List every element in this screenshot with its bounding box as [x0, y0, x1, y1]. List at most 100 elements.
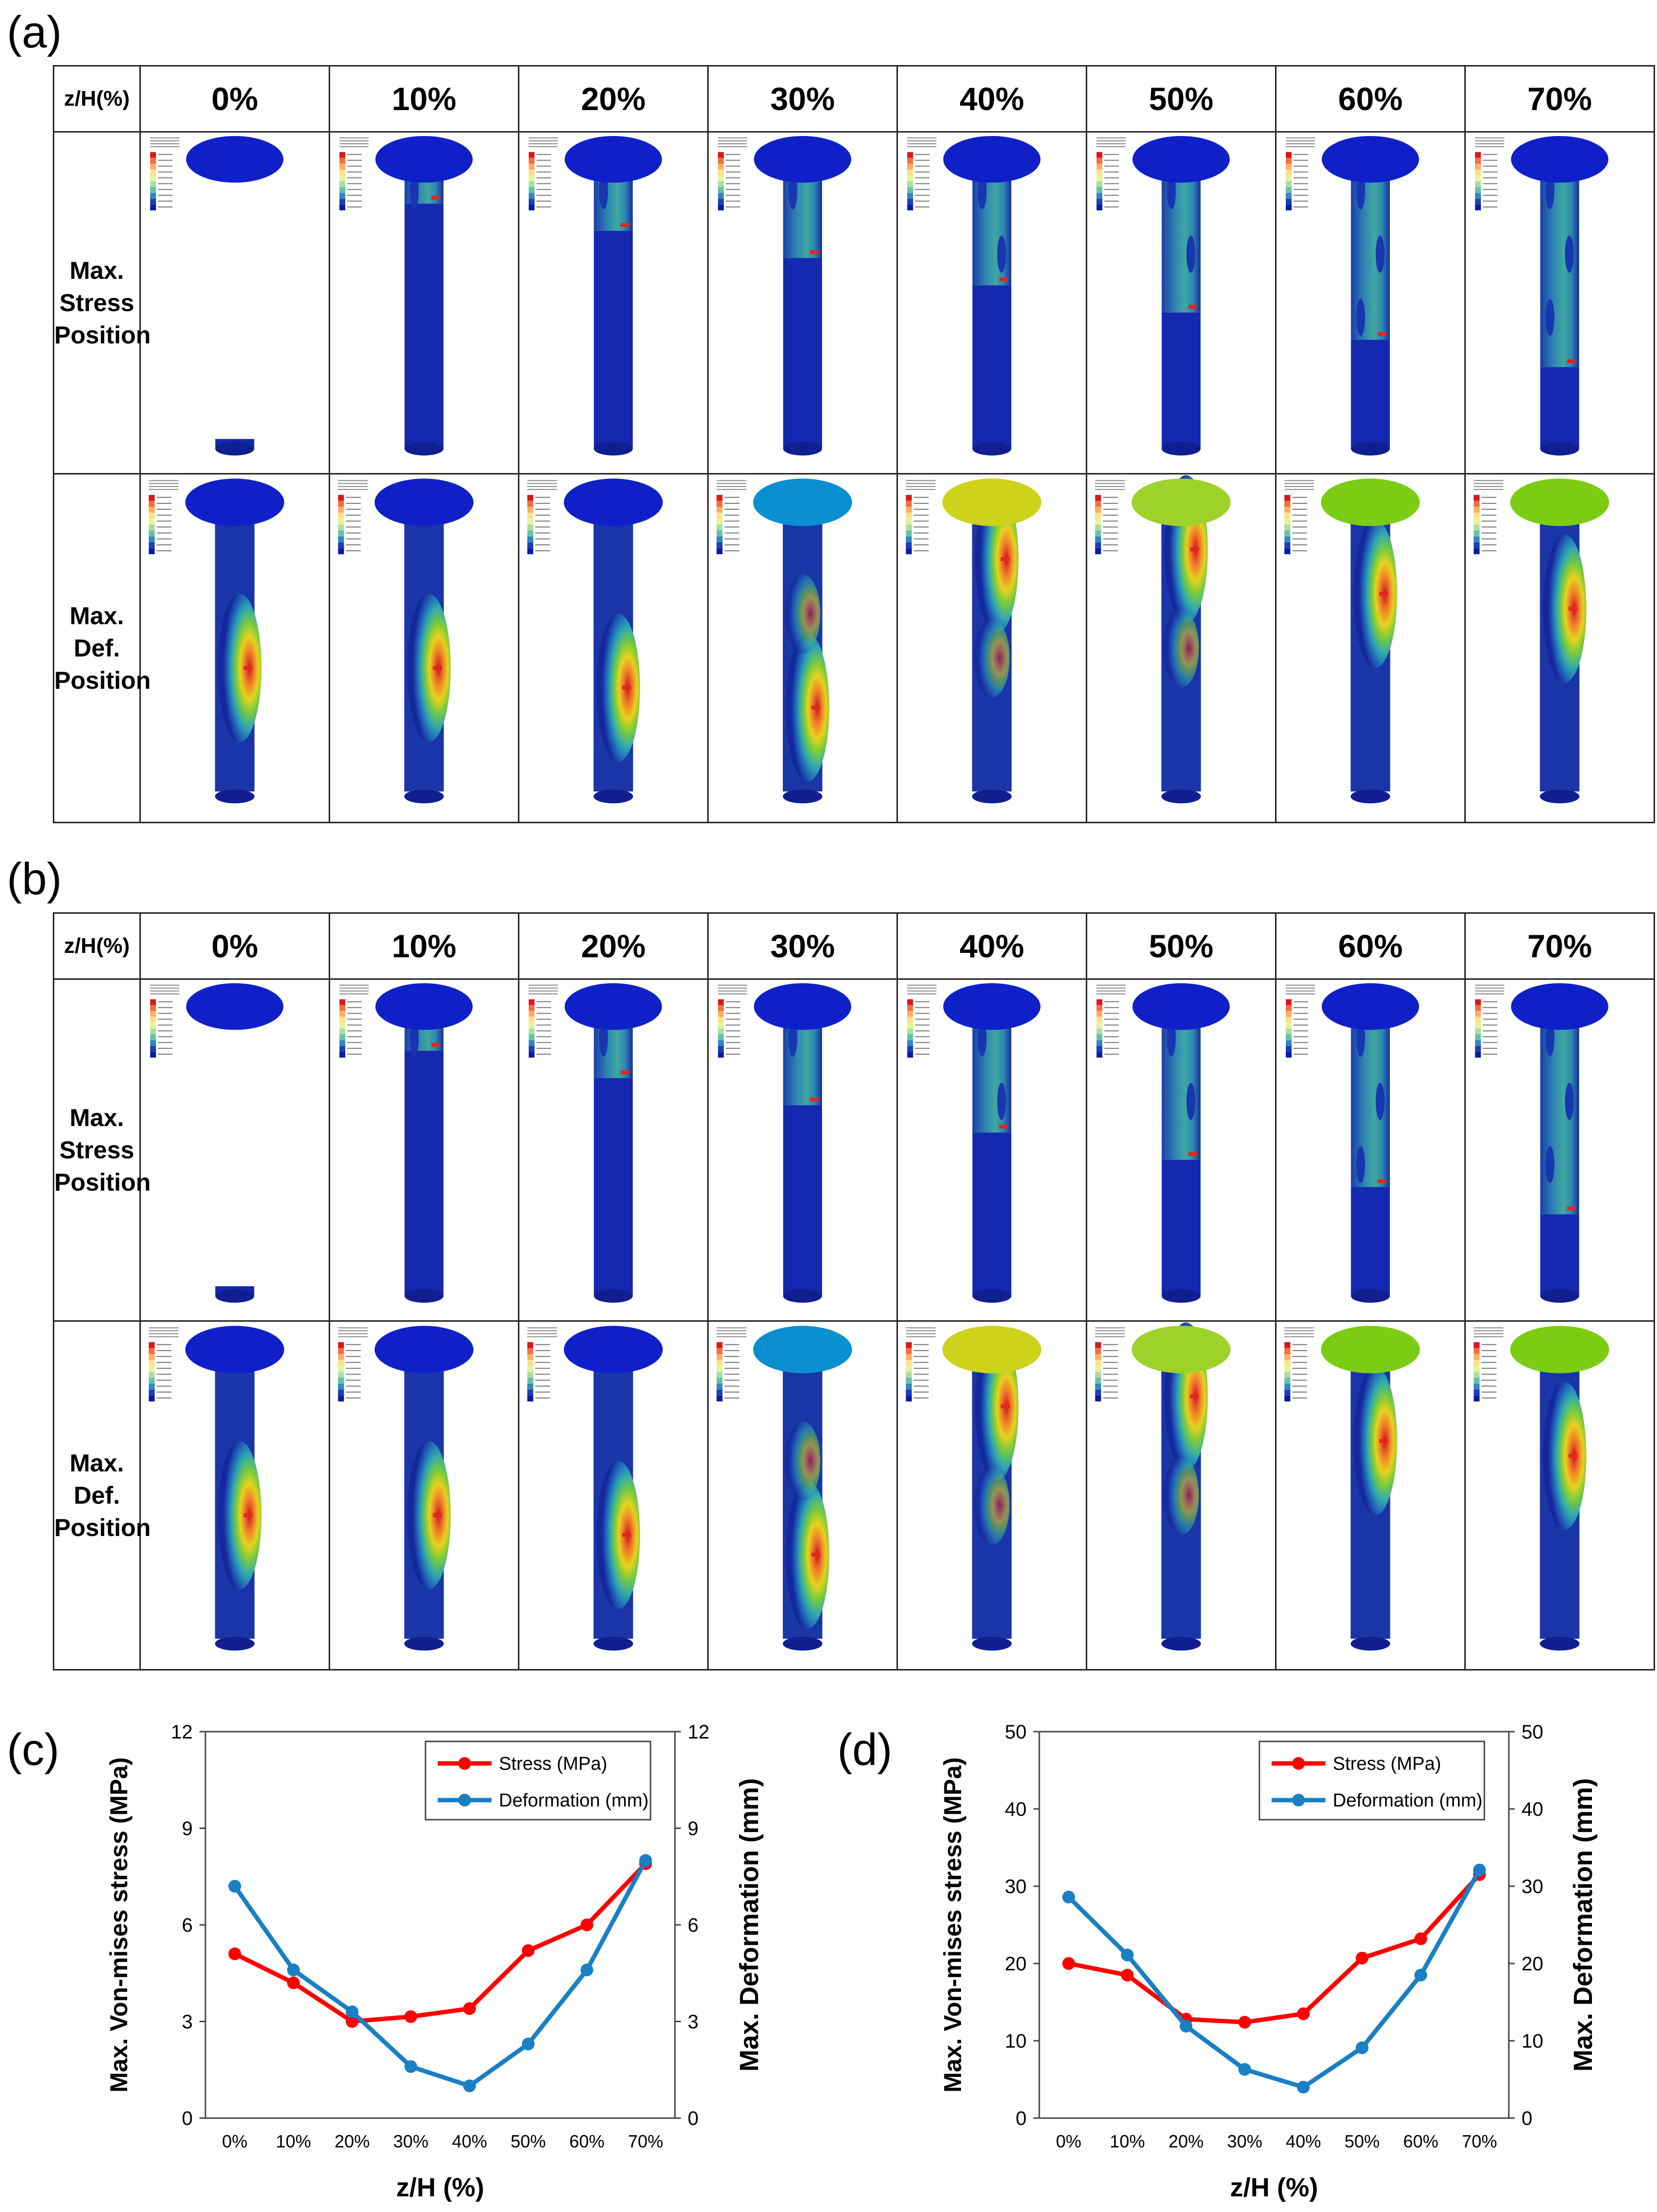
- legend-swatch: [1095, 1383, 1101, 1390]
- legend-swatch: [717, 1046, 724, 1052]
- legend-value-line: [1104, 1036, 1119, 1038]
- legend-value-line: [1293, 183, 1308, 184]
- contour-spot: [997, 1083, 1006, 1120]
- legend-value-line: [1482, 1036, 1498, 1038]
- legend-value-line: [1482, 165, 1498, 167]
- legend-value-line: [1103, 1356, 1118, 1357]
- top-cap: [1131, 1326, 1231, 1374]
- legend-swatch: [906, 1389, 912, 1396]
- legend-swatch: [1096, 1022, 1102, 1029]
- legend-value-line: [1292, 532, 1307, 534]
- legend-value-line: [346, 1362, 361, 1363]
- legend-value-line: [724, 532, 739, 534]
- legend-caption-line: [528, 990, 558, 992]
- legend-swatch: [907, 169, 913, 176]
- legend-value-line: [1293, 154, 1308, 155]
- data-point-deformation: [1238, 2063, 1251, 2076]
- legend-swatch: [528, 1022, 535, 1029]
- legend-value-line: [1292, 502, 1307, 504]
- legend-value-line: [1482, 1024, 1498, 1026]
- legend-value-line: [346, 1391, 361, 1393]
- legend-value-line: [914, 502, 929, 504]
- legend-swatch: [907, 1005, 913, 1011]
- legend-swatch: [717, 1354, 723, 1360]
- legend-swatch: [1285, 193, 1292, 199]
- y-axis-title-left: Max. Von-mises stress (MPa): [105, 1757, 133, 2092]
- legend-swatch: [1284, 1342, 1291, 1348]
- legend-swatch: [907, 204, 913, 211]
- max-def-marker: [244, 666, 253, 670]
- legend-swatch: [339, 1046, 345, 1052]
- legend-swatch: [149, 506, 155, 513]
- legend-swatch: [717, 1372, 723, 1378]
- legend-swatch: [339, 1005, 345, 1011]
- legend-swatch: [1474, 1377, 1480, 1384]
- legend-value-line: [535, 532, 550, 534]
- max-stress-marker: [1567, 359, 1576, 363]
- legend-value-line: [915, 195, 930, 196]
- legend-value-line: [535, 502, 550, 504]
- legend-swatch: [150, 1046, 156, 1052]
- top-cap: [564, 135, 662, 183]
- legend-value-line: [1293, 1042, 1308, 1043]
- shaft-bottom: [783, 790, 823, 804]
- legend-swatch: [149, 1389, 155, 1396]
- x-tick-label: 30%: [393, 2131, 428, 2151]
- legend-swatch: [338, 548, 344, 554]
- legend-caption-line: [907, 146, 937, 147]
- legend-swatch: [150, 158, 156, 164]
- legend-swatch: [1285, 199, 1292, 205]
- shaft-bottom: [215, 790, 255, 804]
- data-point-stress: [287, 1976, 300, 1989]
- legend-caption-line: [717, 1330, 746, 1332]
- legend-swatch: [717, 1377, 723, 1384]
- top-cap: [1321, 1326, 1420, 1374]
- col-header: 60%: [1275, 65, 1466, 133]
- max-def-marker: [1568, 1454, 1578, 1458]
- legend-value-line: [1293, 1018, 1308, 1020]
- legend-caption-line: [1284, 1330, 1314, 1332]
- legend-swatch: [906, 530, 912, 537]
- simulation-grid-a: z/H(%) 0% 10% 20% 30% 40% 50% 60% 70% Ma…: [53, 65, 1655, 823]
- legend-swatch: [1284, 1354, 1291, 1360]
- legend-caption-line: [717, 993, 747, 994]
- legend-swatch: [338, 1342, 344, 1348]
- legend-value-line: [535, 1356, 550, 1357]
- row-label-def: Max. Def. Position: [53, 473, 151, 823]
- legend-swatch: [1474, 1360, 1480, 1366]
- legend-value-line: [346, 526, 361, 528]
- legend-swatch: [717, 1034, 724, 1040]
- contour-plot: [1284, 1326, 1420, 1651]
- max-stress-marker: [999, 1125, 1008, 1129]
- contour-plot: [1475, 135, 1609, 456]
- legend-value-line: [915, 1007, 930, 1008]
- legend-swatch: [1474, 519, 1480, 525]
- legend-value-line: [914, 1362, 929, 1363]
- legend-swatch: [527, 536, 534, 542]
- legend-value-line: [1104, 1054, 1119, 1055]
- legend-caption-line: [717, 486, 746, 487]
- legend-value-line: [1481, 1374, 1497, 1375]
- shaft-bottom: [783, 1289, 822, 1303]
- shaft-stressed: [1540, 171, 1579, 367]
- col-header: 40%: [896, 65, 1087, 133]
- legend-swatch: [339, 163, 345, 170]
- shaft-bottom: [1161, 790, 1201, 804]
- legend-swatch: [1095, 524, 1101, 531]
- legend-value-line: [157, 1018, 173, 1020]
- legend-swatch: [1285, 1016, 1292, 1023]
- legend-value-line: [157, 1385, 172, 1387]
- legend-caption-line: [150, 984, 179, 986]
- legend-value-line: [536, 201, 551, 202]
- legend-value-line: [725, 201, 740, 202]
- legend-value-line: [536, 1048, 551, 1049]
- legend-value-line: [914, 1368, 929, 1369]
- data-point-stress: [346, 2015, 358, 2028]
- legend-swatch: [527, 500, 534, 507]
- legend-caption-line: [1285, 143, 1315, 144]
- legend-value-line: [914, 544, 929, 545]
- legend-swatch: [1096, 163, 1102, 170]
- legend-value-line: [535, 1368, 550, 1369]
- legend-swatch: [528, 193, 535, 199]
- legend-swatch: [338, 1372, 344, 1378]
